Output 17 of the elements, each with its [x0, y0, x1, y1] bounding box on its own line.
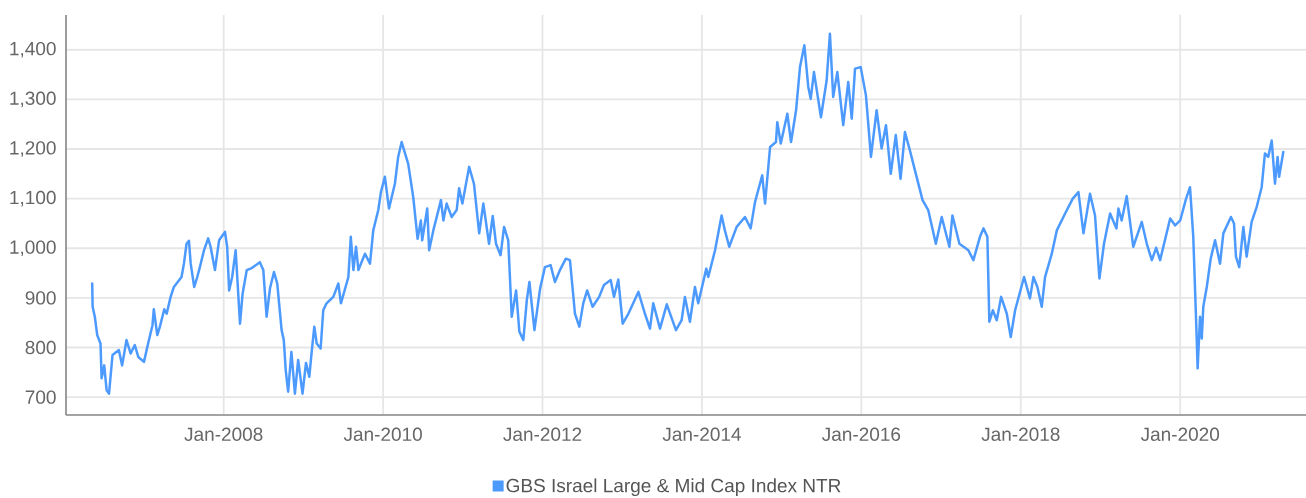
x-tick-label: Jan-2016	[822, 427, 901, 441]
y-tick-label: 900	[25, 291, 56, 305]
y-tick-label: 700	[25, 390, 56, 404]
x-tick-label: Jan-2020	[1140, 427, 1220, 441]
line-series	[90, 32, 1285, 395]
x-tick-label: Jan-2012	[503, 427, 582, 441]
y-tick-label: 1,200	[10, 141, 56, 157]
y-tick-label: 800	[25, 340, 56, 355]
x-tick-label: Jan-2010	[343, 427, 422, 441]
x-tick-label: Jan-2018	[981, 427, 1060, 441]
y-tick-label: 1,100	[10, 190, 56, 207]
legend-label: GBS Israel Large & Mid Cap Index NTR	[506, 478, 841, 497]
y-tick-label: 1,000	[10, 240, 56, 257]
x-tick-label: Jan-2008	[184, 427, 263, 441]
y-tick-label: 1,400	[10, 41, 56, 58]
y-tick-label: 1,300	[10, 91, 56, 108]
x-tick-label: Jan-2014	[662, 427, 741, 441]
